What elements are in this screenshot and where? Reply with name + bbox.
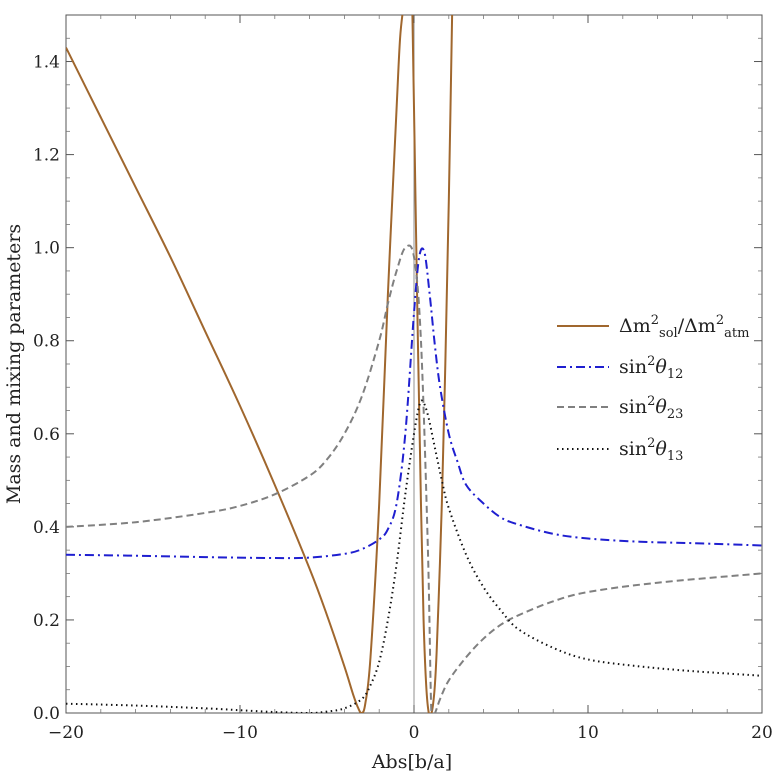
legend: Δm2sol/Δm2atm sin2θ12 sin2θ23 sin2θ13 [557, 313, 749, 464]
y-tick-label: 0.8 [33, 332, 60, 352]
series-line-sin2theta13 [66, 399, 762, 713]
y-tick-label: 0.4 [33, 518, 60, 538]
legend-label-sin2theta23: sin2θ23 [619, 394, 683, 422]
y-tick-label: 0.6 [33, 425, 60, 445]
y-tick-label: 1.0 [33, 239, 60, 259]
legend-label-sin2theta12: sin2θ12 [619, 354, 683, 382]
x-tick-label: 20 [751, 723, 773, 743]
y-axis-title: Mass and mixing parameters [3, 224, 25, 504]
series-line-sin2theta23 [66, 244, 762, 713]
series-line-mass-ratio [411, 15, 454, 713]
x-tick-label: 0 [409, 723, 420, 743]
y-tick-label: 1.4 [33, 53, 60, 73]
legend-label-sin2theta13: sin2θ13 [619, 436, 683, 464]
y-tick-label: 1.2 [33, 146, 60, 166]
y-tick-label: 0.2 [33, 611, 60, 631]
x-tick-label: −20 [48, 723, 84, 743]
series-line-mass-ratio [66, 15, 404, 713]
legend-label-mass-ratio: Δm2sol/Δm2atm [619, 313, 749, 341]
x-tick-label: −10 [222, 723, 258, 743]
x-axis-title: Abs[b/a] [371, 751, 452, 773]
x-tick-label: 10 [577, 723, 599, 743]
y-tick-label: 0.0 [33, 704, 60, 724]
series-line-sin2theta12 [66, 247, 762, 560]
